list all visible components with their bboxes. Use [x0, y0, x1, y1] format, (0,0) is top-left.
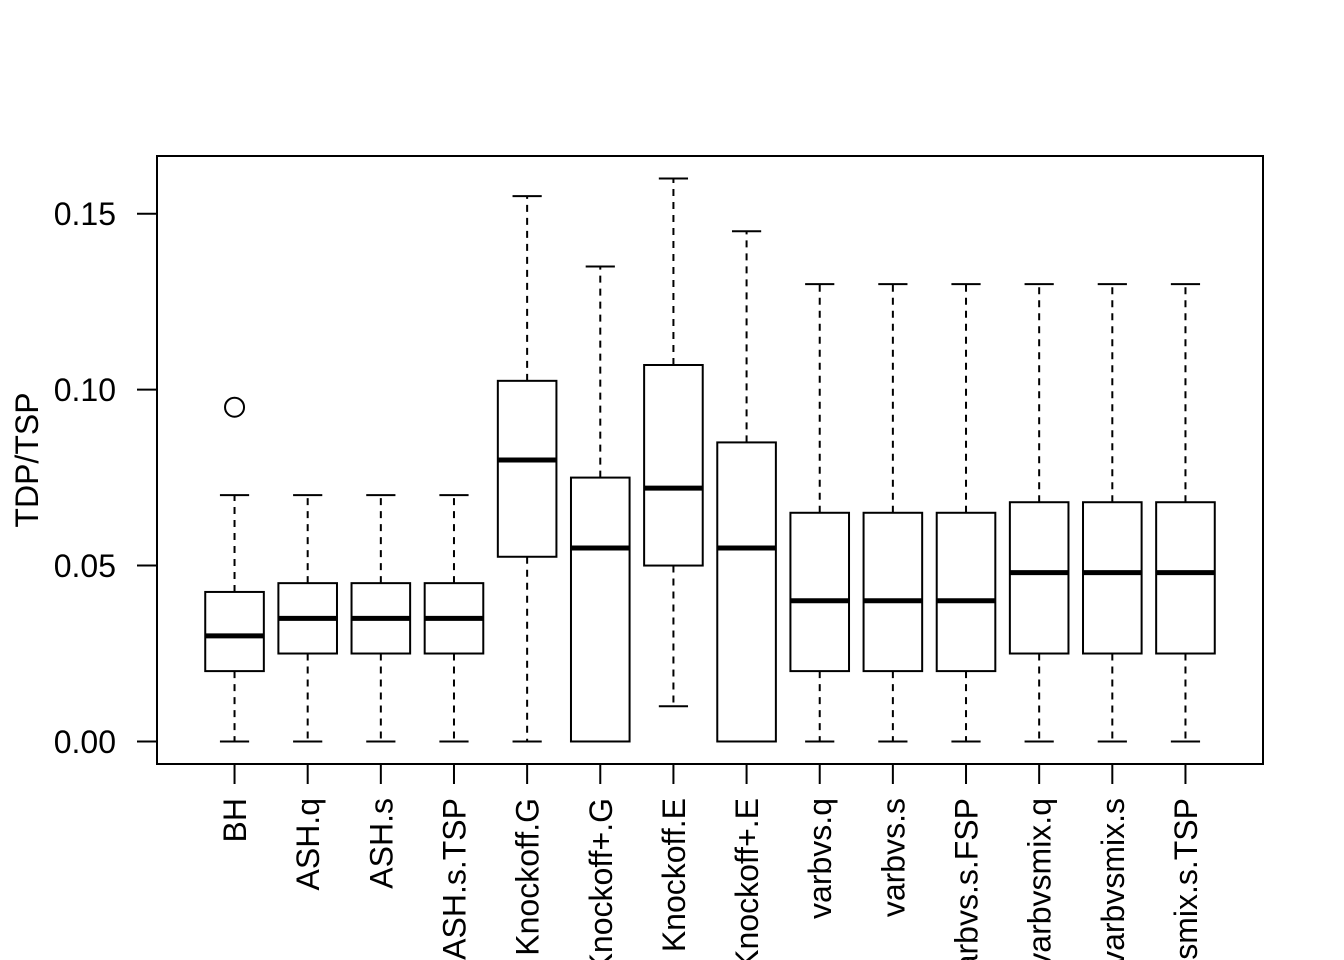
x-tick-label-varbvs.q: varbvs.q: [802, 798, 838, 919]
boxplot-varbvs.s: varbvs.s: [862, 283, 924, 917]
y-tick-label-0.10: 0.10: [54, 372, 116, 408]
x-tick-label-varbvsmix.q: varbvsmix.q: [1022, 798, 1058, 960]
iqr-box: [496, 379, 558, 558]
boxplot-varbvs.s.FSP: varbvs.s.FSP: [935, 283, 997, 960]
iqr-box: [935, 511, 997, 673]
boxplot-varbvsmix.s: varbvsmix.s: [1082, 283, 1143, 960]
boxplot-Knockoff.G: Knockoff.G: [496, 195, 558, 956]
plot-frame: [156, 155, 1264, 765]
x-tick-label-varbvsmix.s.TSP: varbvsmix.s.TSP: [1168, 798, 1204, 960]
boxplot-Knockoff.E: Knockoff.E: [643, 177, 704, 952]
iqr-box: [1155, 501, 1216, 655]
y-axis-label: TDP/TSP: [9, 392, 45, 527]
x-tick-label-varbvsmix.s: varbvsmix.s: [1095, 798, 1131, 960]
y-tick-label-0.05: 0.05: [54, 548, 116, 584]
y-tick-label-0.00: 0.00: [54, 724, 116, 760]
iqr-box: [1082, 501, 1143, 655]
x-tick-label-varbvs.s.FSP: varbvs.s.FSP: [949, 798, 985, 960]
iqr-box: [1008, 501, 1070, 655]
boxplot-ASH.q: ASH.q: [277, 494, 338, 890]
iqr-box: [204, 590, 265, 673]
boxplot-varbvs.q: varbvs.q: [789, 283, 851, 919]
boxplot-varbvsmix.q: varbvsmix.q: [1008, 283, 1070, 960]
y-tick-label-0.15: 0.15: [54, 196, 116, 232]
y-axis: 0.00 0.05 0.10 0.15: [54, 196, 157, 760]
x-tick-label-Knockoff+.E: Knockoff+.E: [729, 798, 765, 960]
boxplot-BH: BH: [204, 396, 265, 842]
iqr-box: [716, 441, 777, 743]
iqr-box: [789, 511, 851, 673]
x-tick-label-Knockoff.E: Knockoff.E: [656, 798, 692, 952]
x-tick-label-Knockoff.G: Knockoff.G: [510, 798, 546, 956]
outlier-point: [224, 396, 246, 418]
boxplot-Knockoff+.E: Knockoff+.E: [716, 230, 777, 960]
x-tick-label-ASH.s.TSP: ASH.s.TSP: [436, 798, 472, 960]
boxplot-ASH.s: ASH.s: [350, 494, 412, 889]
x-tick-label-ASH.s: ASH.s: [363, 798, 399, 889]
iqr-box: [862, 511, 924, 673]
iqr-box: [643, 364, 704, 567]
boxplot-varbvsmix.s.TSP: varbvsmix.s.TSP: [1155, 283, 1216, 960]
boxplot-Knockoff+.G: Knockoff+.G: [569, 265, 631, 960]
x-tick-label-ASH.q: ASH.q: [290, 798, 326, 890]
iqr-box: [569, 476, 631, 743]
boxplot-ASH.s.TSP: ASH.s.TSP: [423, 494, 485, 960]
x-tick-label-BH: BH: [217, 798, 253, 842]
x-tick-label-varbvs.s: varbvs.s: [875, 798, 911, 917]
x-tick-label-Knockoff+.G: Knockoff+.G: [583, 798, 619, 960]
